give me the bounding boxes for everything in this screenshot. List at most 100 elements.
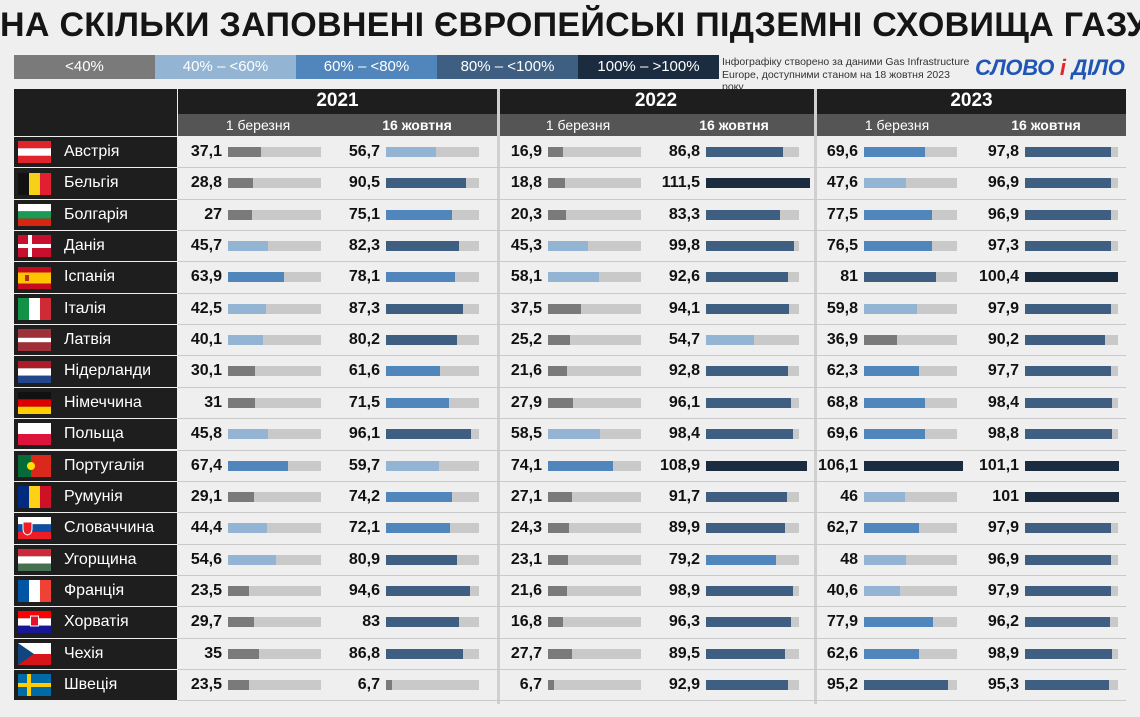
bar-track [706,617,799,628]
fill-bar [548,335,571,346]
row-divider [178,386,1126,388]
fill-bar [548,648,573,659]
bar-track [864,272,957,283]
fill-bar [1025,241,1111,252]
value-label: 98,9 [668,581,700,599]
bar-track [706,554,799,565]
value-label: 94,6 [348,581,380,599]
date-label: 1 березня [864,117,930,133]
bar-track [1025,554,1118,565]
bar-track [386,429,479,440]
country-cell: Бельгія [14,168,177,199]
fill-bar [1025,648,1113,659]
country-name: Австрія [64,143,120,160]
bar-track [548,303,641,314]
date-subheader: 1 березня 16 жовтня [498,114,814,136]
value-label: 86,8 [348,644,380,662]
value-label: 96,1 [668,393,700,411]
fill-bar [864,272,936,283]
country-cell: Нідерланди [14,356,177,387]
row-divider [178,700,1126,702]
bar-track [548,585,641,596]
value-label: 61,6 [348,362,380,380]
bar-track [706,460,808,471]
value-label: 67,4 [190,456,222,474]
row-divider [178,637,1126,639]
fill-bar [548,523,570,534]
fill-bar [548,366,568,377]
fill-bar [706,366,788,377]
year-header-bg [178,89,497,114]
country-name: Іспанія [64,268,116,286]
bar-track [386,241,479,252]
bar-track [548,272,641,283]
fill-bar [864,491,905,502]
bar-track [548,209,641,220]
value-label: 62,7 [826,519,858,537]
value-label: 82,3 [348,237,380,255]
legend-item: 100% – >100% [578,55,719,79]
country-flag-icon [18,642,51,665]
value-label: 101 [992,487,1019,505]
fill-bar [864,303,917,314]
value-label: 29,7 [190,613,222,631]
country-name: Швеція [64,675,118,693]
value-label: 98,4 [668,425,700,443]
bar-track [864,523,957,534]
bar-track [548,460,641,471]
value-label: 54,7 [668,331,700,349]
date-label: 16 жовтня [1011,117,1081,133]
bar-track [386,272,479,283]
value-label: 96,1 [348,425,380,443]
bar-track [548,679,641,690]
value-label: 16,8 [510,613,542,631]
country-name: Нідерланди [64,362,152,380]
country-name: Чехія [64,644,104,662]
fill-bar [1025,523,1112,534]
year-header: 2021 [316,90,359,111]
bar-track [864,491,957,502]
bar-track [706,335,799,346]
date-subheader: 1 березня 16 жовтня [817,114,1126,136]
value-label: 97,7 [987,362,1019,380]
row-divider [178,449,1126,451]
fill-bar [386,648,463,659]
fill-bar [1025,585,1112,596]
value-label: 94,1 [668,299,700,317]
fill-bar [706,241,795,252]
fill-bar [386,429,471,440]
value-label: 23,1 [510,550,542,568]
value-label: 77,5 [826,205,858,223]
fill-bar [548,241,589,252]
value-label: 37,1 [190,143,222,160]
value-label: 45,3 [510,237,542,255]
country-cell: Словаччина [14,513,177,544]
bar-track [864,648,957,659]
fill-bar [1025,366,1112,377]
country-name: Португалія [64,456,145,474]
value-label: 111,5 [661,174,700,192]
fill-bar [228,554,277,565]
fill-bar [1025,679,1110,690]
row-divider [178,543,1126,545]
fill-bar [548,491,572,502]
bar-track [548,429,641,440]
value-label: 90,2 [987,331,1019,349]
value-label: 59,7 [348,456,380,474]
bar-track [386,147,479,157]
fill-bar [548,209,566,220]
fill-bar [864,460,963,471]
fill-bar [864,648,920,659]
bar-track [1025,648,1118,659]
value-label: 47,6 [826,174,858,192]
fill-bar [386,178,466,189]
fill-bar [548,147,563,157]
bar-track [386,585,479,596]
bar-track [1025,585,1118,596]
year-header: 2022 [634,90,678,111]
value-label: 96,9 [987,174,1019,192]
value-label: 44,4 [190,519,222,537]
value-label: 89,5 [668,644,700,662]
bar-track [1025,397,1118,408]
row-divider [178,418,1126,420]
